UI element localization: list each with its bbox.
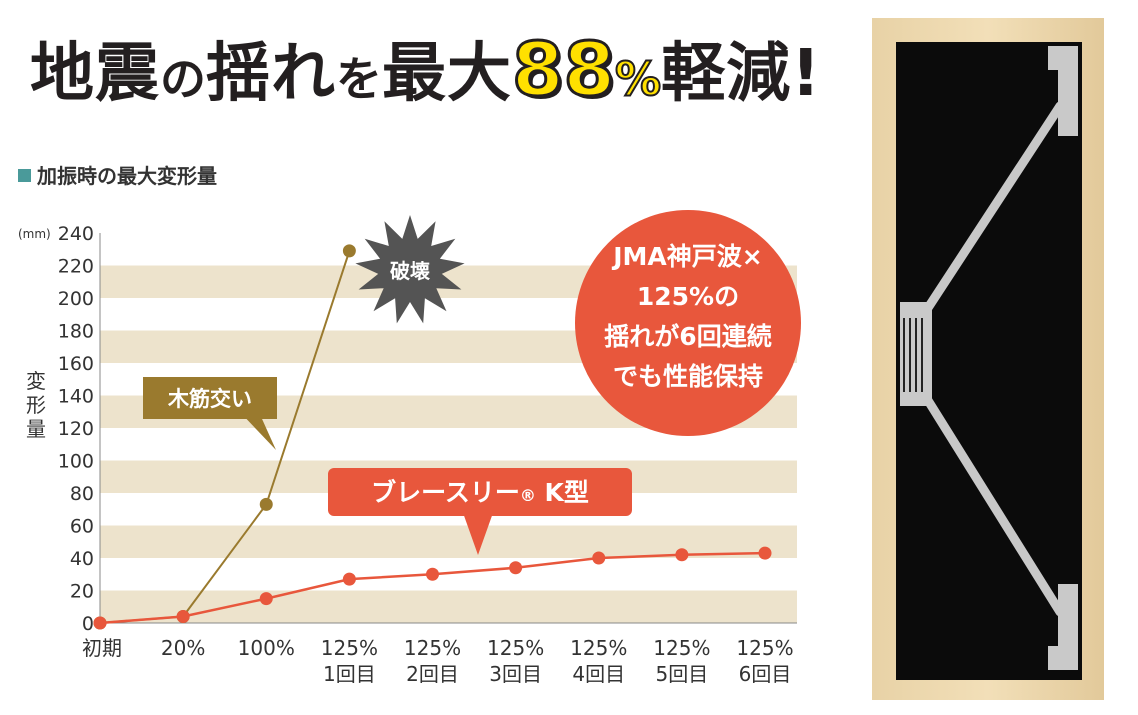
brace-k-point <box>509 561 523 575</box>
y-tick-label: 80 <box>70 483 94 505</box>
x-tick-sublabel: 2回目 <box>406 662 459 686</box>
headline-part: の <box>160 52 206 106</box>
burst-label: 破壊 <box>390 259 431 283</box>
brace-k-point <box>426 567 439 581</box>
callout-line: JMA神戸波× <box>611 242 762 271</box>
headline-part: 揺れ <box>206 37 336 111</box>
headline: 地震の揺れを最大88%軽減! <box>30 20 821 120</box>
brace-k-point <box>342 572 356 586</box>
brace-label-main: ブレースリー <box>371 478 520 507</box>
y-axis-label-char: 量 <box>26 417 46 441</box>
y-tick-label: 240 <box>58 223 94 245</box>
brace-k-point <box>176 610 190 623</box>
wood-label-pointer <box>238 410 276 450</box>
y-tick-label: 40 <box>70 548 94 570</box>
brace-k-point <box>675 548 689 562</box>
burst-shape <box>355 215 465 324</box>
y-tick-label: 200 <box>58 288 94 310</box>
damper-ribs <box>903 318 923 392</box>
x-tick-sublabel: 3回目 <box>489 662 542 686</box>
wood-brace-point <box>259 497 273 511</box>
x-tick-sublabel: 5回目 <box>656 662 709 686</box>
x-tick-label: 125% <box>404 636 461 660</box>
series-layer <box>93 244 772 630</box>
wood-brace-point <box>342 244 356 258</box>
chart-stripe <box>100 525 797 558</box>
headline-part: を <box>336 52 382 106</box>
x-tick-label: 125% <box>736 636 793 660</box>
brace-k-label: ブレースリー® K型 <box>328 468 632 555</box>
brace-k-point <box>259 592 273 606</box>
chart-subtitle: 加振時の最大変形量 <box>18 160 217 189</box>
y-tick-label: 0 <box>82 613 94 635</box>
headline-part: 軽減! <box>661 37 822 111</box>
brace-label-text: ブレースリー® K型 <box>371 478 589 507</box>
y-tick-label: 120 <box>58 418 94 440</box>
headline-part: 最大 <box>382 37 512 111</box>
brace-label-mark: ® <box>520 486 536 505</box>
headline-percent: % <box>614 51 662 107</box>
y-tick-label: 180 <box>58 321 94 343</box>
y-axis-label-char: 形 <box>26 393 46 417</box>
deformation-chart: 0 20 40 60 80 100 120 140 160 180 200 220 240 初期 20% 1… <box>18 210 801 686</box>
x-tick-label: 125% <box>570 636 627 660</box>
callout-line: でも性能保持 <box>613 362 763 391</box>
x-tick-label: 125% <box>487 636 544 660</box>
wood-label-text: 木筋交い <box>167 387 252 411</box>
y-tick-label: 60 <box>70 516 94 538</box>
x-tick-label: 20% <box>161 636 205 660</box>
y-axis: 0 20 40 60 80 100 120 140 160 180 200 220 240 <box>58 223 101 635</box>
headline-highlight-number: 88 <box>511 26 617 115</box>
brace-label-box <box>328 468 632 516</box>
brace-k-point <box>758 546 772 560</box>
brace-frame-photo <box>872 18 1104 700</box>
y-axis-unit: (mm) <box>18 227 51 241</box>
y-tick-label: 160 <box>58 353 94 375</box>
square-bullet-icon <box>18 169 31 182</box>
chart-subtitle-text: 加振時の最大変形量 <box>37 164 217 188</box>
chart-stripe <box>100 590 797 623</box>
brace-label-tail: K型 <box>536 478 589 507</box>
performance-callout: JMA神戸波× 125%の 揺れが6回連続 でも性能保持 <box>575 210 801 436</box>
y-tick-label: 140 <box>58 386 94 408</box>
wood-brace-label: 木筋交い <box>143 377 277 450</box>
x-tick-label: 100% <box>238 636 295 660</box>
y-axis-label: 変形量 <box>26 369 46 441</box>
brace-k-point <box>592 551 606 565</box>
callout-line: 125%の <box>637 282 739 311</box>
x-tick-label: 初期 <box>82 636 122 660</box>
x-tick-sublabel: 4回目 <box>572 662 625 686</box>
brace-label-pointer <box>462 510 494 555</box>
callout-circle <box>575 210 801 436</box>
x-tick-label: 125% <box>653 636 710 660</box>
y-axis-label-char: 変 <box>26 369 46 393</box>
x-tick-sublabel: 1回目 <box>323 662 376 686</box>
x-axis: 初期 20% 100% 125%1回目125%2回目125%3回目125%4回目125… <box>82 622 797 686</box>
brace-k-point <box>93 616 107 630</box>
break-burst: 破壊 <box>355 215 465 324</box>
y-tick-label: 100 <box>58 451 94 473</box>
x-tick-label: 125% <box>321 636 378 660</box>
wood-brace-line <box>99 250 351 624</box>
x-tick-sublabel: 6回目 <box>739 662 792 686</box>
y-tick-label: 20 <box>70 581 94 603</box>
y-tick-label: 220 <box>58 256 94 278</box>
wood-label-box <box>143 377 277 419</box>
callout-line: 揺れが6回連続 <box>604 322 771 351</box>
headline-part: 地震 <box>30 37 160 111</box>
